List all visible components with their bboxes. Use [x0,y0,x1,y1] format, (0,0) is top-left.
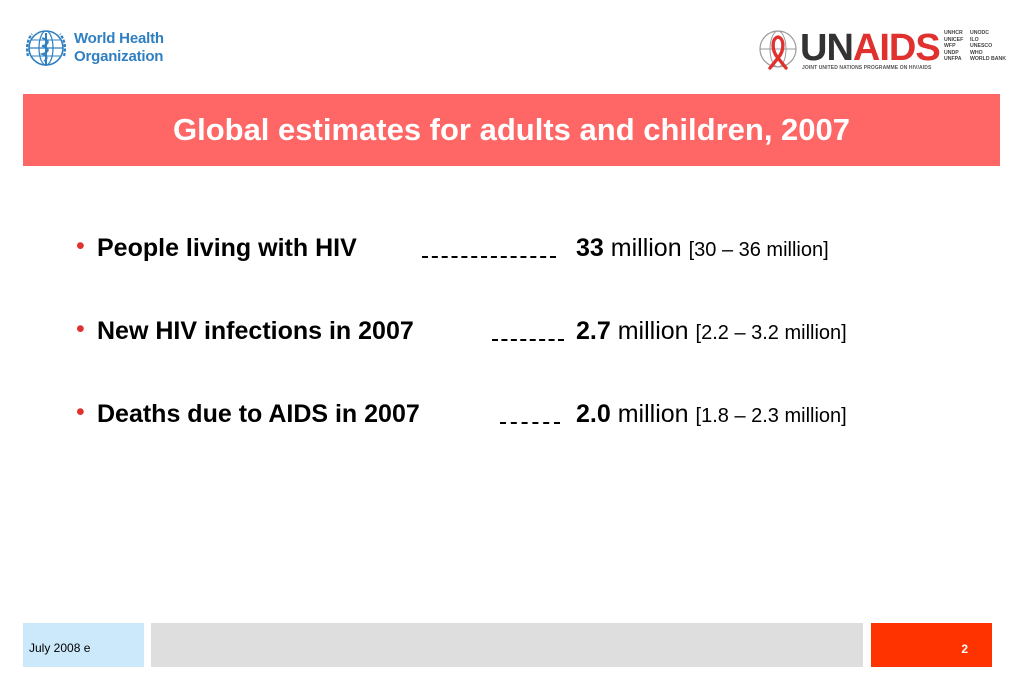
bullet-label: Deaths due to AIDS in 2007 [97,400,420,428]
footer-date: July 2008 e [29,641,91,655]
slide-title: Global estimates for adults and children… [172,112,851,147]
cosponsor: UNFPA [944,56,962,63]
value-range: [2.2 – 3.2 million] [695,322,847,344]
value-number: 2.7 [576,317,611,345]
cosponsor-column-1: UNHCR UNICEF WFP UNDP UNFPA [944,30,976,63]
page-number: 2 [961,642,968,656]
bullet-label: People living with HIV [97,234,357,262]
bullet-value: 33 million [30 – 36 million] [576,230,829,268]
value-unit: million [617,400,689,428]
footer-date-panel: July 2008 e [23,623,144,667]
dotted-leader [500,422,560,424]
cosponsor: ILO [970,36,979,43]
who-logo: World Health Organization [24,26,164,72]
dotted-leader [422,256,556,258]
cosponsor: WHO [970,49,983,56]
value-unit: million [617,317,689,345]
bullet-dot-icon: • [76,398,85,426]
cosponsor-column-2: UNODC ILO UNESCO WHO WORLD BANK [970,30,1007,63]
title-bar: Global estimates for adults and children… [23,94,1000,166]
value-range: [30 – 36 million] [688,239,829,261]
red-ribbon-icon [759,30,797,70]
cosponsor: WORLD BANK [970,56,1007,63]
value-unit: million [610,234,682,262]
cosponsor: UNICEF [944,36,964,43]
footer-middle-panel [151,623,863,667]
unaids-wordmark: UNAIDS [800,27,941,69]
unaids-word-un: UN [800,27,854,69]
bullet-label: New HIV infections in 2007 [97,317,414,345]
who-line1: World Health [74,30,164,47]
bullet-deaths: • Deaths due to AIDS in 2007 2.0 million… [76,396,976,432]
cosponsor: UNHCR [944,30,963,36]
cosponsor: UNDP [944,49,959,56]
value-number: 2.0 [576,400,611,428]
value-number: 33 [576,234,604,262]
bullet-new-infections: • New HIV infections in 2007 2.7 million… [76,313,976,349]
bullet-people-living: • People living with HIV 33 million [30 … [76,230,976,266]
dotted-leader [492,339,564,341]
who-emblem-icon [25,30,67,66]
bullet-dot-icon: • [76,232,85,260]
cosponsor: WFP [944,43,956,50]
bullet-value: 2.7 million [2.2 – 3.2 million] [576,313,847,351]
cosponsor: UNODC [970,30,990,36]
bullet-dot-icon: • [76,315,85,343]
footer-page-panel: 2 [871,623,992,667]
who-line2: Organization [74,48,164,65]
unaids-logo: UNAIDS JOINT UNITED NATIONS PROGRAMME ON… [758,26,1008,74]
value-range: [1.8 – 2.3 million] [695,405,847,427]
bullet-value: 2.0 million [1.8 – 2.3 million] [576,396,847,434]
unaids-tagline: JOINT UNITED NATIONS PROGRAMME ON HIV/AI… [802,65,932,71]
cosponsor: UNESCO [970,43,993,50]
unaids-word-aids: AIDS [852,27,941,69]
who-wordmark: World Health Organization [74,30,164,66]
